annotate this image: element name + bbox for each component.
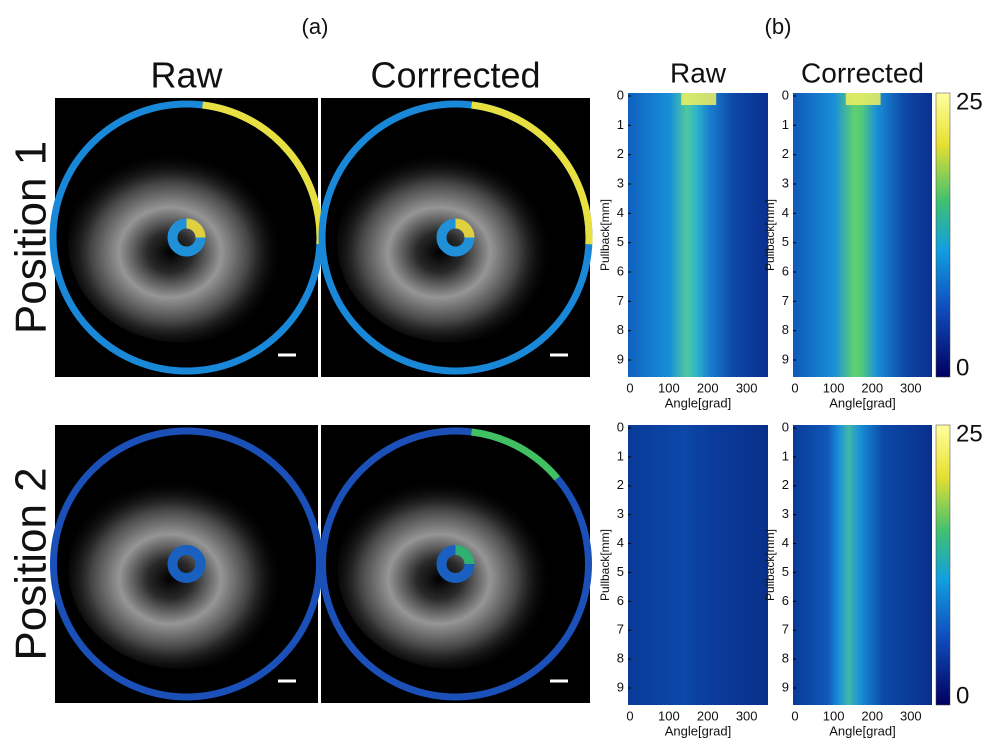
x-axis-label: Angle[grad] (829, 723, 896, 738)
y-tick-label: 8 (782, 322, 789, 337)
y-tick-label: 3 (617, 175, 624, 190)
y-tick-label: 4 (782, 535, 789, 550)
row-label: Position 2 (7, 467, 56, 660)
x-tick-label: 0 (626, 708, 633, 723)
y-tick-label: 6 (782, 263, 789, 278)
tissue (337, 142, 564, 342)
x-axis-label: Angle[grad] (665, 723, 732, 738)
x-tick-label: 200 (861, 380, 883, 395)
y-tick-label: 0 (782, 87, 789, 102)
y-tick-label: 3 (782, 506, 789, 521)
tissue (337, 469, 563, 669)
colorbar (936, 425, 950, 705)
heatmap (628, 93, 768, 377)
y-tick-label: 0 (617, 87, 624, 102)
panel-label: (b) (765, 14, 792, 39)
y-tick-label: 1 (617, 448, 624, 463)
heatmap (628, 425, 768, 705)
heatmap-top (681, 93, 716, 105)
y-tick-label: 3 (617, 506, 624, 521)
colorbar-label: 25 (956, 88, 983, 115)
y-tick-label: 1 (617, 117, 624, 132)
x-tick-label: 300 (900, 708, 922, 723)
y-tick-label: 7 (617, 622, 624, 637)
y-axis-label: Pullback[mm] (598, 529, 612, 601)
y-tick-label: 0 (782, 419, 789, 434)
x-axis-label: Angle[grad] (829, 395, 896, 410)
colorbar-label: 0 (956, 682, 969, 709)
y-tick-label: 8 (617, 322, 624, 337)
heatmap (793, 425, 932, 705)
panel-label: (a) (302, 14, 329, 39)
y-tick-label: 8 (617, 651, 624, 666)
x-tick-label: 300 (736, 380, 758, 395)
x-tick-label: 200 (697, 380, 719, 395)
y-tick-label: 9 (617, 679, 624, 694)
x-tick-label: 0 (791, 380, 798, 395)
row-label: Position 1 (7, 141, 56, 334)
y-tick-label: 4 (782, 205, 789, 220)
y-tick-label: 6 (617, 263, 624, 278)
y-tick-label: 7 (782, 622, 789, 637)
y-tick-label: 5 (617, 234, 624, 249)
y-tick-label: 5 (617, 564, 624, 579)
tissue (68, 142, 295, 342)
y-tick-label: 2 (782, 477, 789, 492)
y-tick-label: 5 (782, 234, 789, 249)
y-tick-label: 1 (782, 117, 789, 132)
heatmap (793, 93, 932, 377)
colorbar-label: 0 (956, 354, 969, 381)
colorbar-label: 25 (956, 420, 983, 447)
y-tick-label: 4 (617, 205, 624, 220)
heatmap-top (846, 93, 881, 105)
heatmap-title: Corrected (801, 57, 924, 88)
y-tick-label: 3 (782, 175, 789, 190)
x-tick-label: 300 (736, 708, 758, 723)
x-tick-label: 200 (697, 708, 719, 723)
tissue (68, 469, 294, 669)
y-tick-label: 7 (617, 293, 624, 308)
x-tick-label: 100 (658, 380, 680, 395)
y-axis-label: Pullback[mm] (763, 199, 777, 271)
y-tick-label: 6 (617, 593, 624, 608)
x-tick-label: 0 (791, 708, 798, 723)
x-tick-label: 200 (861, 708, 883, 723)
y-tick-label: 1 (782, 448, 789, 463)
y-tick-label: 8 (782, 651, 789, 666)
y-tick-label: 2 (617, 146, 624, 161)
y-tick-label: 4 (617, 535, 624, 550)
y-tick-label: 6 (782, 593, 789, 608)
x-tick-label: 100 (823, 380, 845, 395)
y-tick-label: 0 (617, 419, 624, 434)
x-tick-label: 0 (626, 380, 633, 395)
y-tick-label: 5 (782, 564, 789, 579)
x-tick-label: 100 (658, 708, 680, 723)
y-tick-label: 9 (782, 679, 789, 694)
heatmap-title: Raw (670, 57, 727, 88)
y-tick-label: 9 (617, 351, 624, 366)
y-axis-label: Pullback[mm] (763, 529, 777, 601)
x-tick-label: 100 (823, 708, 845, 723)
y-tick-label: 2 (617, 477, 624, 492)
y-tick-label: 9 (782, 351, 789, 366)
y-tick-label: 7 (782, 293, 789, 308)
y-axis-label: Pullback[mm] (598, 199, 612, 271)
y-tick-label: 2 (782, 146, 789, 161)
x-axis-label: Angle[grad] (665, 395, 732, 410)
figure: (a) (b) Raw Corrrected Position 1 Position 2 R… (0, 0, 988, 742)
x-tick-label: 300 (900, 380, 922, 395)
colorbar (936, 93, 950, 377)
column-title: Corrrected (370, 55, 540, 96)
column-title: Raw (150, 55, 223, 96)
